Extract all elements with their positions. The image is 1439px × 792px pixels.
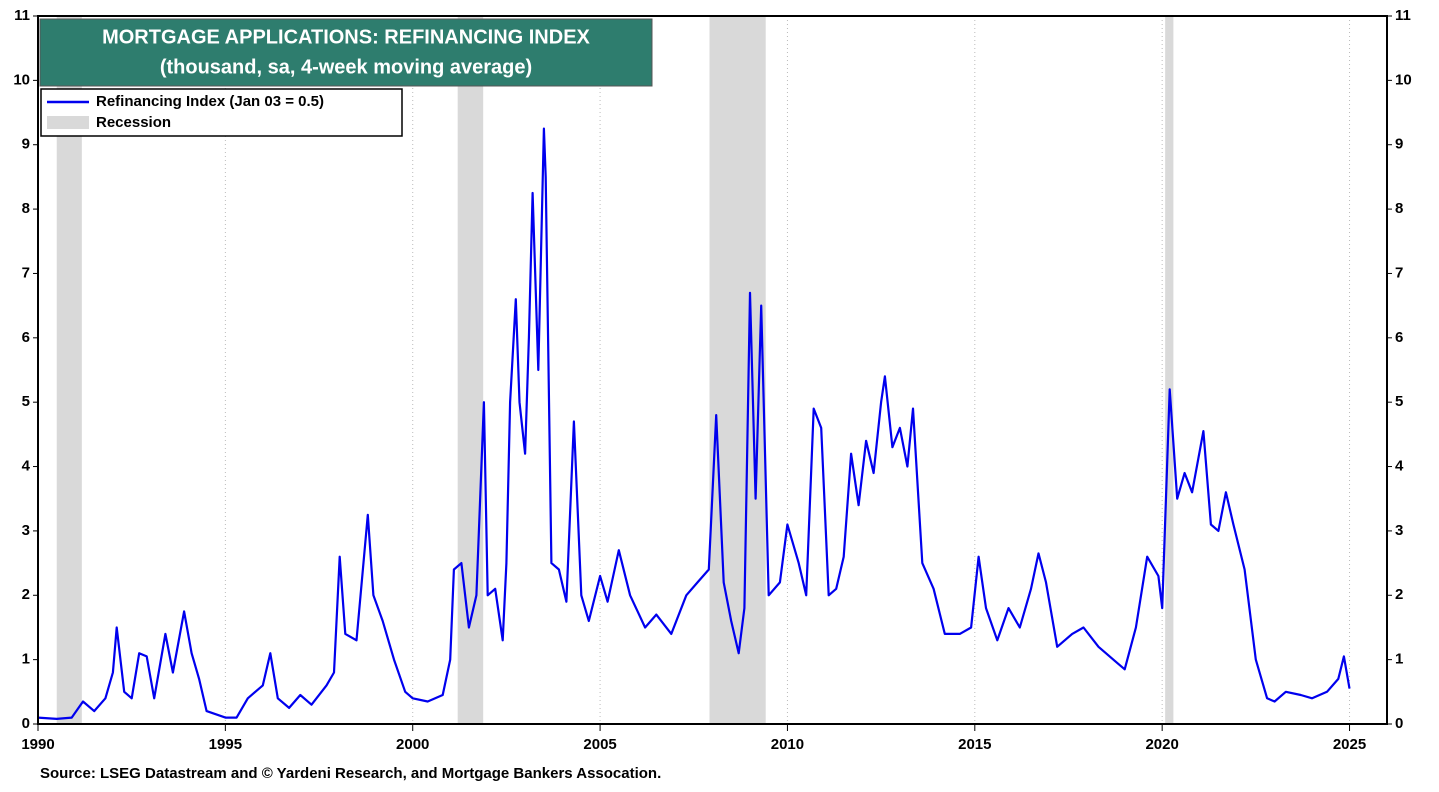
y2-tick-label: 8 (1395, 200, 1403, 217)
x-tick-label: 1990 (21, 736, 54, 753)
y2-tick-label: 9 (1395, 136, 1403, 153)
y-tick-label: 2 (22, 586, 30, 603)
chart-title: MORTGAGE APPLICATIONS: REFINANCING INDEX (102, 26, 590, 48)
x-tick-label: 2005 (583, 736, 616, 753)
y-tick-label: 8 (22, 200, 30, 217)
y-tick-label: 9 (22, 136, 30, 153)
y-tick-label: 4 (22, 458, 31, 475)
y2-tick-label: 10 (1395, 71, 1412, 88)
y2-tick-label: 11 (1395, 7, 1411, 24)
legend-label: Recession (96, 114, 171, 131)
legend (40, 88, 403, 137)
recession-band (709, 16, 766, 724)
x-tick-label: 2020 (1145, 736, 1178, 753)
y2-tick-label: 2 (1395, 586, 1403, 603)
y2-tick-label: 3 (1395, 522, 1403, 539)
legend-swatch (47, 116, 89, 129)
y-tick-label: 6 (22, 329, 30, 346)
recession-band (457, 16, 484, 724)
y-tick-label: 3 (22, 522, 30, 539)
plot-frame (37, 15, 1388, 725)
x-tick-label: 2010 (771, 736, 804, 753)
legend-label: Refinancing Index (Jan 03 = 0.5) (96, 93, 324, 110)
y-tick-label: 7 (22, 264, 30, 281)
y-tick-label: 10 (13, 71, 30, 88)
y2-tick-label: 0 (1395, 715, 1403, 732)
title-box (39, 18, 653, 87)
y2-tick-label: 5 (1395, 393, 1403, 410)
y2-tick-label: 7 (1395, 264, 1403, 281)
x-tick-label: 2025 (1333, 736, 1366, 753)
y-tick-label: 5 (22, 393, 30, 410)
x-tick-label: 1995 (209, 736, 242, 753)
y2-tick-label: 4 (1395, 458, 1404, 475)
recession-band (1165, 16, 1174, 724)
source: Source: LSEG Datastream and © Yardeni Re… (40, 765, 661, 782)
x-tick-label: 2000 (396, 736, 429, 753)
y-tick-label: 11 (14, 7, 30, 24)
chart-subtitle: (thousand, sa, 4-week moving average) (160, 56, 532, 78)
y-tick-label: 0 (22, 715, 30, 732)
y2-tick-label: 1 (1395, 651, 1403, 668)
y2-tick-label: 6 (1395, 329, 1403, 346)
y-tick-label: 1 (22, 651, 30, 668)
series-line (37, 127, 1351, 720)
x-tick-label: 2015 (958, 736, 991, 753)
